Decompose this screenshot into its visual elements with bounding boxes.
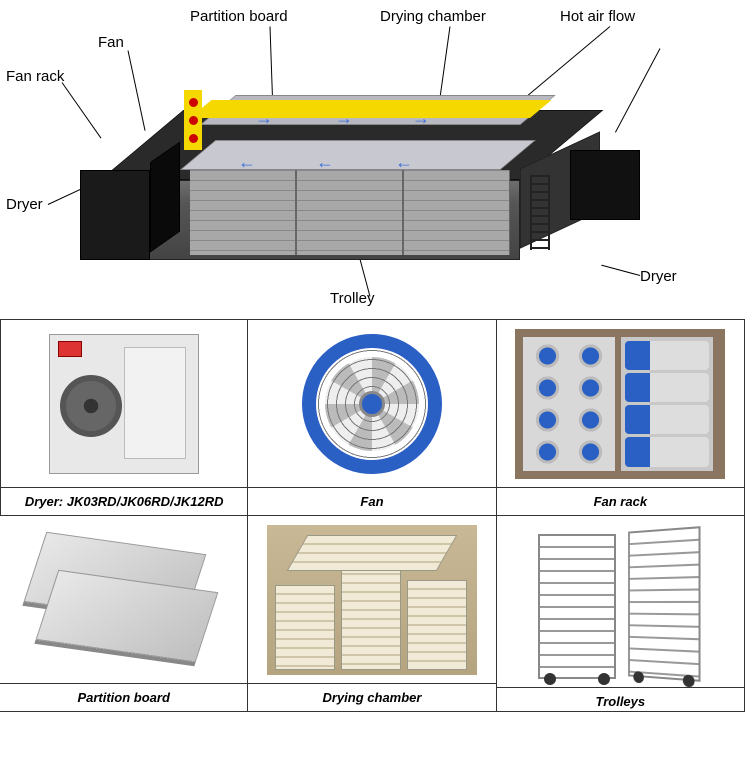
partition-beam <box>190 100 551 118</box>
component-image <box>1 320 247 487</box>
label-drying-chamber: Drying chamber <box>380 8 486 25</box>
component-image <box>248 320 495 487</box>
component-cell: Fan rack <box>497 320 745 516</box>
component-caption: Fan <box>248 487 495 515</box>
label-hot-air-flow: Hot air flow <box>560 8 635 25</box>
trolley-3d <box>190 170 510 255</box>
fan-icon <box>189 98 198 107</box>
label-fan-rack: Fan rack <box>6 68 64 85</box>
components-grid: Dryer: JK03RD/JK06RD/JK12RD Fan Fan rack… <box>0 320 745 712</box>
airflow-arrow-icon: ← <box>316 152 334 173</box>
leader-line <box>601 265 640 276</box>
label-dryer-left: Dryer <box>6 196 43 213</box>
airflow-arrow-icon: → <box>412 108 430 129</box>
partition-board-icon <box>29 535 219 665</box>
component-image <box>497 320 744 487</box>
airflow-arrow-icon: ← <box>395 152 413 173</box>
component-cell: Dryer: JK03RD/JK06RD/JK12RD <box>0 320 248 516</box>
component-caption: Drying chamber <box>248 683 495 711</box>
component-caption: Fan rack <box>497 487 744 515</box>
airflow-arrow-icon: → <box>255 108 273 129</box>
label-dryer-right: Dryer <box>640 268 677 285</box>
trolleys-icon <box>515 524 725 679</box>
dryer-unit-icon <box>49 334 199 474</box>
component-cell: Fan <box>248 320 496 516</box>
fan-icon <box>189 134 198 143</box>
fan-rack-3d <box>184 90 202 150</box>
fan-icon <box>189 116 198 125</box>
leader-line <box>62 82 102 138</box>
dryer-unit-left <box>80 170 150 260</box>
label-fan: Fan <box>98 34 124 51</box>
component-image <box>497 516 744 687</box>
axial-fan-icon <box>297 329 447 479</box>
fan-rack-icon <box>515 329 725 479</box>
component-image <box>0 516 247 683</box>
drying-system-diagram: Fan Fan rack Partition board Drying cham… <box>0 0 745 320</box>
ladder-icon <box>530 175 550 250</box>
dryer-unit-right <box>570 150 640 220</box>
label-partition-board: Partition board <box>190 8 288 25</box>
chamber-front-row <box>180 140 536 170</box>
drying-chamber-icon <box>267 525 477 675</box>
component-cell: Drying chamber <box>248 516 496 712</box>
airflow-arrow-icon: ← <box>238 152 256 173</box>
machine-3d <box>100 80 660 260</box>
component-caption: Partition board <box>0 683 247 711</box>
component-caption: Trolleys <box>497 687 744 712</box>
component-image <box>248 516 495 683</box>
component-caption: Dryer: JK03RD/JK06RD/JK12RD <box>1 487 247 515</box>
component-cell: Trolleys <box>497 516 745 712</box>
component-cell: Partition board <box>0 516 248 712</box>
airflow-arrow-icon: → <box>335 108 353 129</box>
